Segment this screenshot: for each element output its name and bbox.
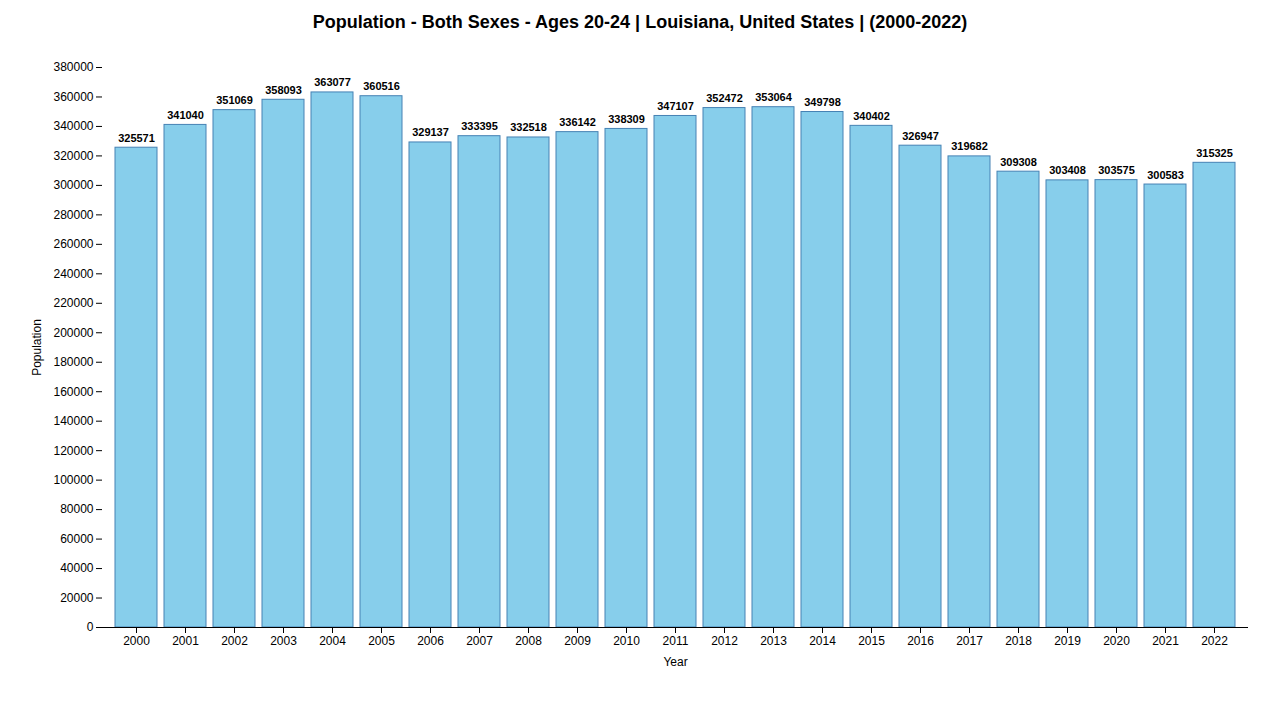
svg-text:100000: 100000: [53, 473, 93, 487]
svg-text:358093: 358093: [265, 84, 302, 96]
svg-text:303575: 303575: [1098, 164, 1135, 176]
svg-text:2019: 2019: [1054, 634, 1081, 648]
svg-text:2012: 2012: [711, 634, 738, 648]
svg-text:2005: 2005: [368, 634, 395, 648]
svg-text:60000: 60000: [60, 532, 94, 546]
svg-text:303408: 303408: [1049, 164, 1086, 176]
svg-text:2002: 2002: [221, 634, 248, 648]
svg-text:280000: 280000: [53, 208, 93, 222]
svg-text:340402: 340402: [853, 110, 890, 122]
svg-text:329137: 329137: [412, 126, 449, 138]
svg-text:315325: 315325: [1196, 147, 1233, 159]
svg-text:2018: 2018: [1005, 634, 1032, 648]
svg-text:363077: 363077: [314, 76, 351, 88]
html-text:Population - Both Sexes - Ages: Population - Both Sexes - Ages 20-24 | L…: [312, 12, 968, 32]
svg-text:360000: 360000: [53, 90, 93, 104]
svg-text:347107: 347107: [657, 100, 694, 112]
svg-text:80000: 80000: [60, 502, 94, 516]
svg-text:300000: 300000: [53, 178, 93, 192]
svg-text:2006: 2006: [417, 634, 444, 648]
svg-text:2007: 2007: [466, 634, 493, 648]
svg-text:240000: 240000: [53, 267, 93, 281]
svg-text:220000: 220000: [53, 296, 93, 310]
svg-text:Year: Year: [663, 655, 687, 669]
svg-text:380000: 380000: [53, 60, 93, 74]
svg-text:2008: 2008: [515, 634, 542, 648]
svg-text:2000: 2000: [123, 634, 150, 648]
svg-text:140000: 140000: [53, 414, 93, 428]
svg-text:40000: 40000: [60, 561, 94, 575]
svg-text:20000: 20000: [60, 591, 94, 605]
svg-text:2003: 2003: [270, 634, 297, 648]
svg-text:319682: 319682: [951, 140, 988, 152]
svg-text:300583: 300583: [1147, 169, 1184, 181]
svg-text:2011: 2011: [663, 634, 689, 648]
svg-text:336142: 336142: [559, 116, 596, 128]
svg-text:2014: 2014: [809, 634, 836, 648]
svg-text:351069: 351069: [216, 94, 253, 106]
svg-text:0: 0: [87, 620, 94, 634]
svg-text:349798: 349798: [804, 96, 841, 108]
svg-text:352472: 352472: [706, 92, 743, 104]
svg-text:200000: 200000: [53, 326, 93, 340]
svg-text:326947: 326947: [902, 130, 939, 142]
svg-text:2020: 2020: [1103, 634, 1130, 648]
svg-text:2017: 2017: [956, 634, 983, 648]
svg-text:332518: 332518: [510, 121, 547, 133]
svg-text:2009: 2009: [564, 634, 591, 648]
svg-text:2004: 2004: [319, 634, 346, 648]
svg-text:Population: Population: [30, 319, 44, 376]
svg-text:2016: 2016: [907, 634, 934, 648]
svg-text:2010: 2010: [613, 634, 640, 648]
svg-text:309308: 309308: [1000, 156, 1037, 168]
svg-text:340000: 340000: [53, 119, 93, 133]
svg-text:341040: 341040: [167, 109, 204, 121]
svg-text:360516: 360516: [363, 80, 400, 92]
svg-text:333395: 333395: [461, 120, 498, 132]
svg-text:325571: 325571: [118, 132, 155, 144]
svg-text:2001: 2001: [172, 634, 199, 648]
svg-text:160000: 160000: [53, 385, 93, 399]
svg-text:2021: 2021: [1152, 634, 1179, 648]
svg-text:338309: 338309: [608, 113, 645, 125]
svg-text:2015: 2015: [858, 634, 885, 648]
svg-text:2013: 2013: [760, 634, 787, 648]
svg-text:260000: 260000: [53, 237, 93, 251]
svg-text:2022: 2022: [1201, 634, 1228, 648]
svg-text:120000: 120000: [53, 443, 93, 457]
svg-text:180000: 180000: [53, 355, 93, 369]
svg-text:320000: 320000: [53, 149, 93, 163]
svg-text:353064: 353064: [755, 91, 793, 103]
